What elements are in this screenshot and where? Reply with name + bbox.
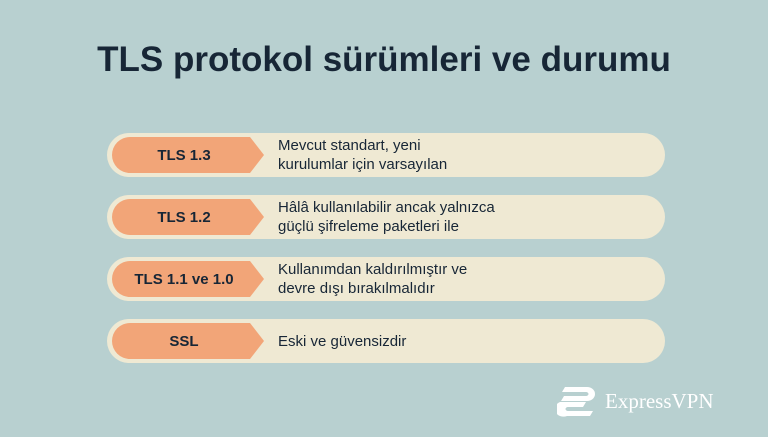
logo-text: ExpressVPN — [605, 388, 714, 413]
desc-line: güçlü şifreleme paketleri ile — [278, 218, 459, 235]
protocol-row-tls13: TLS 1.3 Mevcut standart, yeni kurulumlar … — [107, 133, 665, 177]
page-title: TLS protokol sürümleri ve durumu — [97, 40, 671, 79]
desc-line: Eski ve güvensizdir — [278, 332, 407, 350]
protocol-description: Mevcut standart, yeni kurulumlar için var… — [278, 133, 648, 177]
protocol-tag: SSL — [112, 323, 264, 359]
protocol-tag: TLS 1.2 — [112, 199, 264, 235]
desc-line: kurulumlar için varsayılan — [278, 156, 448, 173]
protocol-row-tls12: TLS 1.2 Hâlâ kullanılabilir ancak yalnız… — [107, 195, 665, 239]
protocol-row-ssl: SSL Eski ve güvensizdir — [107, 319, 665, 363]
desc-line: Kullanımdan kaldırılmıştır ve — [278, 261, 468, 278]
protocol-tag: TLS 1.3 — [112, 137, 264, 173]
desc-line: Mevcut standart, yeni — [278, 137, 421, 154]
expressvpn-logo: ExpressVPN — [557, 385, 714, 417]
protocol-description: Kullanımdan kaldırılmıştır ve devre dışı … — [278, 257, 648, 301]
protocol-tag: TLS 1.1 ve 1.0 — [112, 261, 264, 297]
protocol-row-tls11-10: TLS 1.1 ve 1.0 Kullanımdan kaldırılmıştı… — [107, 257, 665, 301]
protocol-description: Hâlâ kullanılabilir ancak yalnızca güçlü … — [278, 195, 648, 239]
desc-line: Hâlâ kullanılabilir ancak yalnızca — [278, 199, 495, 216]
protocol-description: Eski ve güvensizdir — [278, 319, 648, 363]
desc-line: devre dışı bırakılmalıdır — [278, 280, 435, 297]
expressvpn-logo-icon — [557, 387, 595, 417]
